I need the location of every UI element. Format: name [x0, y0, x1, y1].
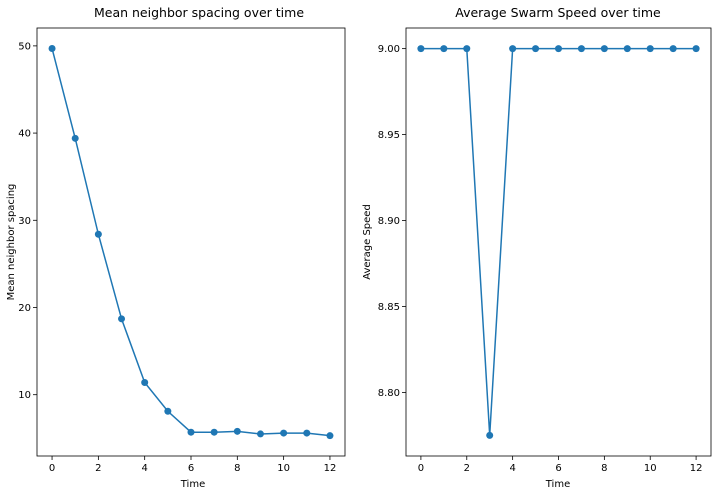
y-axis-label: Mean neighbor spacing: [6, 184, 17, 301]
x-tick-label: 4: [141, 463, 147, 474]
data-point: [692, 45, 700, 53]
chart-mean-neighbor-spacing: Mean neighbor spacing over time 0 2 4 6 8 10 1…: [6, 5, 346, 490]
data-point: [164, 407, 172, 415]
chart-average-swarm-speed: Average Swarm Speed over time 0 2 4 6 8 10 12 8…: [362, 5, 712, 490]
series-line: [48, 44, 334, 440]
data-point: [256, 430, 264, 438]
plot-area: [405, 27, 712, 457]
data-point: [600, 45, 608, 53]
x-tick-label: 10: [644, 463, 657, 474]
data-point: [440, 45, 448, 53]
data-point: [577, 45, 585, 53]
y-tick-label: 40: [18, 129, 31, 140]
x-tick-label: 4: [509, 463, 515, 474]
data-point: [94, 230, 102, 238]
data-point: [623, 45, 631, 53]
data-point: [118, 315, 126, 323]
y-tick-label: 8.90: [378, 216, 400, 227]
chart-title: Average Swarm Speed over time: [455, 5, 661, 20]
series-line-path: [51, 48, 331, 437]
x-tick-label: 2: [95, 463, 101, 474]
series-line-path: [420, 47, 697, 436]
data-point: [210, 428, 218, 436]
x-tick-label: 2: [464, 463, 470, 474]
x-tick-label: 8: [601, 463, 607, 474]
x-tick-label: 6: [188, 463, 194, 474]
x-tick-label: 0: [49, 463, 55, 474]
x-tick-label: 12: [324, 463, 337, 474]
x-axis-label: Time: [545, 479, 570, 490]
data-point: [326, 432, 334, 440]
y-tick-label: 20: [18, 303, 31, 314]
data-point: [280, 429, 288, 437]
y-tick-label: 50: [18, 41, 31, 52]
y-tick-label: 8.80: [378, 388, 400, 399]
data-point: [187, 428, 195, 436]
axis-ticks: 0 2 4 6 8 10 12 10 20 30 40 50: [18, 41, 336, 474]
data-point: [532, 45, 540, 53]
x-axis-label: Time: [180, 479, 205, 490]
y-axis-label: Average Speed: [362, 204, 373, 280]
data-point: [233, 427, 241, 435]
y-tick-label: 30: [18, 216, 31, 227]
data-point: [463, 45, 471, 53]
data-point: [48, 44, 56, 52]
chart-title: Mean neighbor spacing over time: [94, 5, 304, 20]
series-line: [417, 45, 700, 439]
data-point: [669, 45, 677, 53]
data-point: [646, 45, 654, 53]
data-point: [303, 429, 311, 437]
x-tick-label: 6: [555, 463, 561, 474]
data-point: [555, 45, 562, 53]
data-point: [417, 45, 425, 53]
x-tick-label: 8: [234, 463, 240, 474]
data-point: [486, 431, 494, 439]
y-tick-label: 8.95: [378, 130, 400, 141]
plot-area: [36, 27, 346, 457]
x-tick-label: 12: [690, 463, 703, 474]
axis-ticks: 0 2 4 6 8 10 12 8.80 8.85 8.90 8.95 9.00: [378, 44, 703, 474]
x-tick-label: 10: [277, 463, 290, 474]
y-tick-label: 10: [18, 390, 31, 401]
y-tick-label: 9.00: [378, 44, 400, 55]
x-tick-label: 0: [418, 463, 424, 474]
data-point: [509, 45, 517, 53]
data-point: [141, 378, 149, 386]
data-point: [71, 134, 79, 142]
y-tick-label: 8.85: [378, 302, 400, 313]
